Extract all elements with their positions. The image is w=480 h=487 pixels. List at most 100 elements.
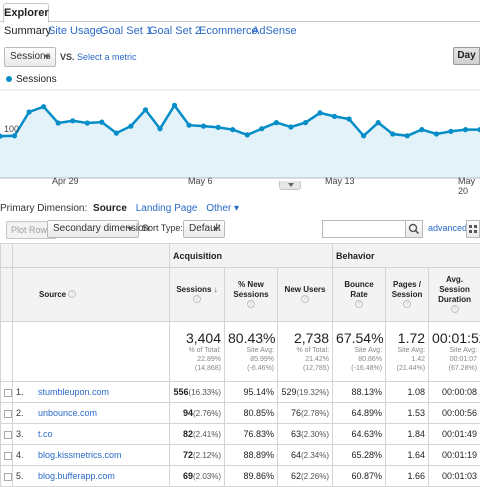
col-new-users[interactable]: New Users? (278, 268, 333, 322)
new-users-value: 64 (291, 450, 301, 460)
source-cell: 5.blog.bufferapp.com (13, 466, 170, 487)
help-icon[interactable]: ? (403, 300, 411, 308)
row-checkbox-cell (1, 445, 13, 466)
select-metric-link[interactable]: Select a metric (77, 52, 137, 62)
data-point[interactable] (143, 107, 148, 112)
source-cell: 4.blog.kissmetrics.com (13, 445, 170, 466)
data-point[interactable] (405, 133, 410, 138)
data-point[interactable] (376, 120, 381, 125)
help-icon[interactable]: ? (451, 305, 459, 313)
subtab-summary[interactable]: Summary (4, 25, 51, 37)
data-point[interactable] (245, 132, 250, 137)
sessions-value: 72 (183, 450, 193, 460)
totals-value: 3,404 (173, 330, 221, 346)
data-point[interactable] (128, 124, 133, 129)
subtab-goal-set-2[interactable]: Goal Set 2 (149, 25, 201, 37)
dimension-landing-page[interactable]: Landing Page (136, 203, 198, 214)
data-point[interactable] (463, 127, 468, 132)
table-view-button[interactable] (466, 220, 480, 238)
table-group-header: Acquisition Behavior (1, 244, 480, 268)
data-point[interactable] (332, 114, 337, 119)
subtab-site-usage[interactable]: Site Usage (48, 25, 102, 37)
subtab-adsense[interactable]: AdSense (252, 25, 297, 37)
row-checkbox[interactable] (4, 410, 12, 418)
col-sessions[interactable]: Sessions ↓? (170, 268, 225, 322)
data-point[interactable] (56, 120, 61, 125)
data-point[interactable] (172, 103, 177, 108)
help-icon[interactable]: ? (301, 295, 309, 303)
new-sessions-cell: 80.85% (225, 403, 278, 424)
data-point[interactable] (85, 120, 90, 125)
data-point[interactable] (187, 123, 192, 128)
row-checkbox[interactable] (4, 431, 12, 439)
data-point[interactable] (259, 126, 264, 131)
row-checkbox-cell (1, 382, 13, 403)
data-point[interactable] (361, 133, 366, 138)
new-users-cell: 76(2.78%) (278, 403, 333, 424)
row-index: 5. (16, 471, 38, 481)
x-tick-label: May 6 (188, 176, 213, 186)
data-point[interactable] (99, 120, 104, 125)
source-link[interactable]: stumbleupon.com (38, 387, 109, 397)
data-point[interactable] (434, 131, 439, 136)
data-point[interactable] (390, 131, 395, 136)
data-point[interactable] (41, 104, 46, 109)
tab-explorer[interactable]: Explorer (3, 3, 49, 23)
data-point[interactable] (419, 127, 424, 132)
col-pages-session[interactable]: Pages / Session? (386, 268, 429, 322)
source-link[interactable]: blog.bufferapp.com (38, 471, 115, 481)
col-avg-duration[interactable]: Avg. Session Duration? (429, 268, 480, 322)
new-users-value: 76 (291, 408, 301, 418)
sort-type-select[interactable]: Default (183, 220, 225, 238)
sessions-pct: (2.12%) (193, 451, 221, 460)
day-button[interactable]: Day (453, 47, 480, 65)
source-link[interactable]: blog.kissmetrics.com (38, 450, 122, 460)
data-point[interactable] (303, 120, 308, 125)
help-icon[interactable]: ? (68, 290, 76, 298)
help-icon[interactable]: ? (193, 295, 201, 303)
metric-select[interactable]: Sessions (4, 47, 56, 67)
data-point[interactable] (157, 126, 162, 131)
data-point[interactable] (216, 125, 221, 130)
sessions-value: 69 (183, 471, 193, 481)
select-all-checkbox[interactable] (1, 268, 13, 322)
subtab-ecommerce[interactable]: Ecommerce (199, 25, 258, 37)
search-button[interactable] (405, 220, 423, 238)
row-checkbox[interactable] (4, 389, 12, 397)
data-point[interactable] (288, 124, 293, 129)
secondary-dimension-select[interactable]: Secondary dimension (47, 220, 139, 238)
data-point[interactable] (114, 131, 119, 136)
data-point[interactable] (27, 109, 32, 114)
sessions-cell: 556(16.33%) (170, 382, 225, 403)
advanced-filter-link[interactable]: advanced (428, 223, 467, 233)
subtab-goal-set-1[interactable]: Goal Set 1 (100, 25, 152, 37)
data-point[interactable] (347, 116, 352, 121)
data-point[interactable] (201, 124, 206, 129)
table-filter-input[interactable] (322, 220, 406, 238)
row-checkbox[interactable] (4, 452, 12, 460)
totals-caption: % of Total: (173, 346, 221, 355)
help-icon[interactable]: ? (355, 300, 363, 308)
col-bounce-rate[interactable]: Bounce Rate? (333, 268, 386, 322)
data-point[interactable] (448, 129, 453, 134)
dimension-other[interactable]: Other (206, 203, 231, 214)
col-new-sessions[interactable]: % New Sessions? (225, 268, 278, 322)
new-users-cell: 62(2.26%) (278, 466, 333, 487)
new-sessions-cell: 76.83% (225, 424, 278, 445)
dimension-source[interactable]: Source (93, 203, 127, 214)
totals-cell: 80.43%Site Avg:85.99%(-6.46%) (225, 322, 278, 382)
col-source[interactable]: Source ? (13, 268, 170, 322)
data-point[interactable] (230, 127, 235, 132)
new-users-pct: (2.78%) (301, 409, 329, 418)
data-point[interactable] (70, 118, 75, 123)
source-link[interactable]: t.co (38, 429, 53, 439)
data-point[interactable] (317, 110, 322, 115)
report-tab-bar: Explorer (0, 0, 480, 22)
chart-legend: Sessions (6, 74, 57, 85)
help-icon[interactable]: ? (247, 300, 255, 308)
chart-collapse-handle[interactable] (279, 181, 301, 190)
source-link[interactable]: unbounce.com (38, 408, 97, 418)
data-point[interactable] (274, 120, 279, 125)
